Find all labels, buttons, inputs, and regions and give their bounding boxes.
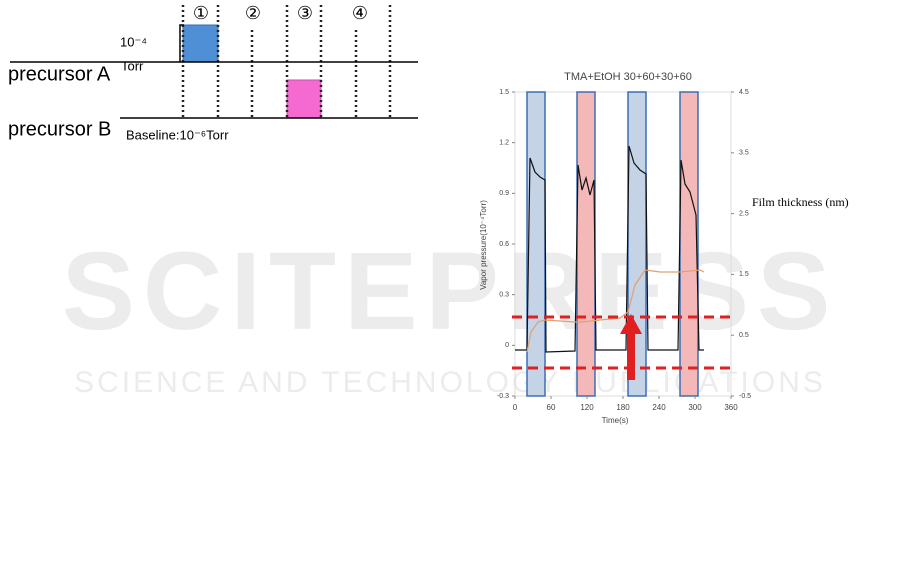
chart: TMA+EtOH 30+60+30+60 Time(s) Vapor press… — [479, 71, 849, 425]
pulse-etoh — [679, 91, 699, 397]
y-tick-label: 1.5 — [499, 89, 509, 96]
x-tick-label: 300 — [688, 403, 702, 412]
y-tick-label: 0 — [505, 342, 509, 349]
pulse-etoh — [576, 91, 596, 397]
chart-title: TMA+EtOH 30+60+30+60 — [564, 71, 692, 83]
x-tick-label: 240 — [652, 403, 666, 412]
thickness-curve — [526, 269, 705, 353]
y2-tick-label: 4.5 — [739, 89, 749, 96]
y2-tick-label: -0.5 — [739, 393, 751, 400]
y-tick-label: 0.3 — [499, 292, 509, 299]
precursor-b: precursor B — [8, 118, 111, 140]
step-label: ② — [245, 3, 261, 23]
pulse-b — [286, 79, 322, 119]
y-tick-label: 1.2 — [499, 140, 509, 147]
x-tick-label: 0 — [513, 403, 518, 412]
x-tick-label: 60 — [547, 403, 556, 412]
step-label: ③ — [297, 3, 313, 23]
pulse-tma — [526, 91, 546, 397]
y-tick-label: 0.6 — [499, 241, 509, 248]
step-label: ④ — [352, 3, 368, 23]
pulse-a — [182, 24, 219, 63]
y-tick-label: -0.3 — [497, 393, 509, 400]
x-tick-label: 180 — [616, 403, 630, 412]
step-label: ① — [193, 3, 209, 23]
pressure-bracket — [179, 24, 184, 62]
pressure-high: 10⁻⁴ — [120, 34, 147, 49]
x-tick-label: 120 — [580, 403, 594, 412]
y2-label: Film thickness (nm) — [752, 195, 849, 209]
precursor-a: precursor A — [8, 63, 111, 85]
y2-tick-label: 0.5 — [739, 332, 749, 339]
baseline: Baseline:10⁻⁶Torr — [126, 127, 229, 142]
y2-tick-label: 1.5 — [739, 271, 749, 278]
x-label: Time(s) — [602, 416, 629, 425]
x-tick-label: 360 — [724, 403, 738, 412]
watermark-main: SCITEPRESS — [62, 230, 839, 353]
y2-tick-label: 2.5 — [739, 210, 749, 217]
arrow — [620, 314, 642, 380]
y-label: Vapor pressure(10⁻⁴Torr) — [479, 200, 488, 290]
watermark-sub: SCIENCE AND TECHNOLOGY PUBLICATIONS — [74, 366, 826, 399]
timing-diagram: ① ② ③ ④ 10⁻⁴ Torr precursor A precursor … — [8, 3, 418, 142]
pressure-unit: Torr — [121, 58, 144, 73]
y-tick-label: 0.9 — [499, 190, 509, 197]
pressure-curve — [515, 145, 704, 353]
y2-tick-label: 3.5 — [739, 150, 749, 157]
